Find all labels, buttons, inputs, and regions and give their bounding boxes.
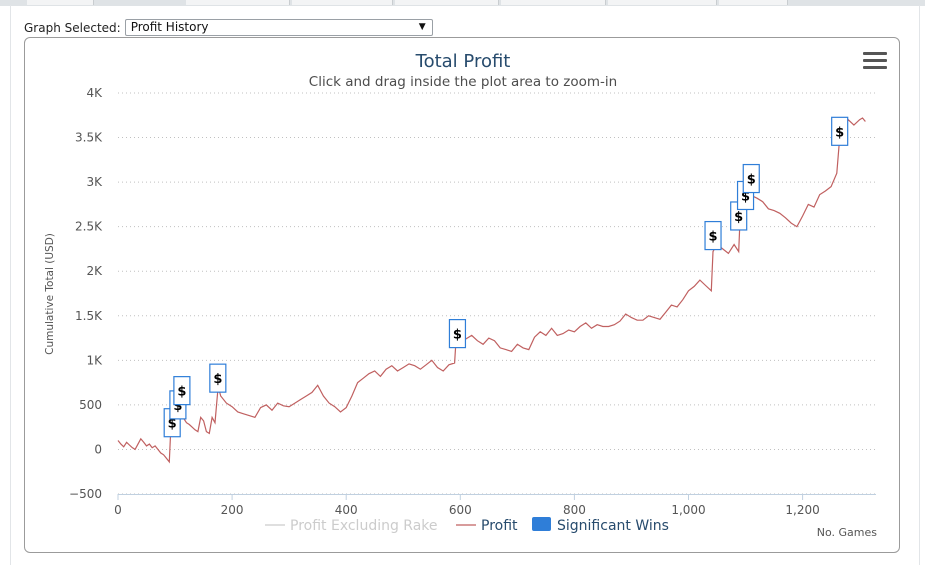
- tab-2[interactable]: [186, 0, 290, 5]
- x-axis-title: No. Games: [817, 526, 878, 539]
- page-frame: [10, 5, 920, 565]
- significant-win-label: $: [734, 210, 743, 225]
- significant-win-label: $: [213, 372, 222, 387]
- x-tick-label: 200: [221, 503, 244, 517]
- significant-win-flag[interactable]: $: [209, 363, 227, 393]
- significant-win-label: $: [453, 328, 462, 343]
- significant-win-label: $: [173, 399, 182, 414]
- x-tick-label: 1,200: [785, 503, 819, 517]
- significant-win-flag[interactable]: $: [742, 163, 760, 194]
- significant-win-flag[interactable]: $: [704, 220, 722, 251]
- y-tick-label: −500: [69, 487, 102, 501]
- tab-strip: [0, 0, 925, 6]
- graph-selector-row: Graph Selected: Profit History ▼: [24, 18, 433, 37]
- legend-label-profit: Profit: [481, 518, 518, 534]
- tab-5[interactable]: [501, 0, 606, 5]
- significant-win-box: [173, 376, 191, 406]
- legend-swatch-significant-wins[interactable]: [532, 517, 551, 531]
- tab-3[interactable]: [292, 0, 393, 5]
- significant-win-flag[interactable]: $: [448, 319, 467, 349]
- tab-7[interactable]: [719, 0, 788, 5]
- chart-menu-icon[interactable]: [863, 52, 887, 72]
- tab-4[interactable]: [395, 0, 499, 5]
- significant-win-box: [831, 116, 849, 146]
- y-tick-label: 4K: [86, 86, 103, 100]
- chart-panel: Total Profit Click and drag inside the pl…: [24, 37, 900, 553]
- dropdown-arrow-icon: ▼: [418, 22, 426, 32]
- chart-subtitle: Click and drag inside the plot area to z…: [309, 74, 617, 90]
- chart-title: Total Profit: [415, 51, 511, 72]
- significant-win-label: $: [709, 230, 718, 245]
- significant-win-box: [448, 319, 467, 349]
- legend-label-excluding-rake: Profit Excluding Rake: [290, 518, 438, 534]
- y-tick-label: 2.5K: [75, 220, 103, 234]
- x-tick-label: 600: [449, 503, 472, 517]
- significant-win-label: $: [835, 125, 844, 140]
- significant-win-box: [742, 163, 760, 194]
- graph-select-value: Profit History: [130, 20, 209, 34]
- y-axis-title: Cumulative Total (USD): [44, 233, 56, 355]
- tab-1[interactable]: [27, 0, 94, 5]
- significant-win-flag[interactable]: $: [831, 116, 849, 146]
- significant-win-label: $: [177, 385, 186, 400]
- tab-6[interactable]: [608, 0, 717, 5]
- x-tick-label: 400: [335, 503, 358, 517]
- y-tick-label: 1.5K: [75, 309, 103, 323]
- y-tick-label: 3.5K: [75, 131, 103, 145]
- y-tick-label: 500: [79, 398, 102, 412]
- y-tick-label: 1K: [86, 353, 103, 367]
- y-tick-label: 3K: [86, 175, 103, 189]
- legend-label-significant-wins: Significant Wins: [557, 518, 669, 534]
- significant-win-label: $: [747, 173, 756, 188]
- profit-chart[interactable]: Total Profit Click and drag inside the pl…: [25, 38, 901, 554]
- significant-win-label: $: [168, 417, 177, 432]
- significant-win-label: $: [741, 189, 750, 204]
- significant-win-box: [704, 220, 722, 251]
- x-tick-label: 1,000: [671, 503, 705, 517]
- y-tick-label: 2K: [86, 264, 103, 278]
- graph-selected-label: Graph Selected:: [24, 20, 121, 35]
- x-tick-label: 800: [563, 503, 586, 517]
- y-tick-label: 0: [94, 442, 102, 456]
- x-tick-label: 0: [114, 503, 122, 517]
- significant-win-flag[interactable]: $: [173, 376, 191, 406]
- graph-select[interactable]: Profit History ▼: [124, 19, 433, 36]
- profit-series-line: [117, 117, 866, 464]
- significant-win-box: [209, 363, 227, 393]
